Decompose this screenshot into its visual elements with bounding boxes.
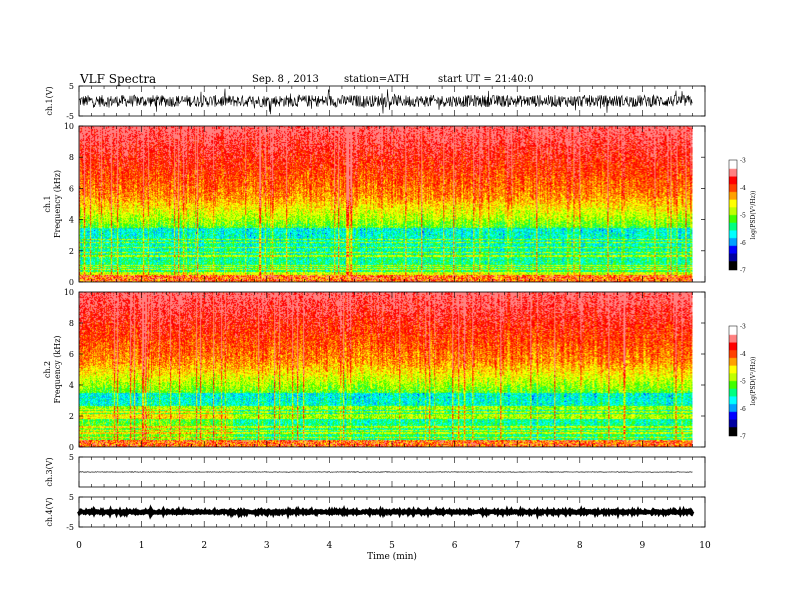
start-time-label: start UT = 21:40:0	[438, 74, 534, 85]
colorbar-label: log(PSD(V²/Hz))	[750, 191, 757, 240]
colorbar-tick-label: -7	[740, 434, 746, 441]
y-tick-label: 10	[64, 122, 74, 131]
x-tick-label: 9	[640, 541, 646, 551]
colorbar-tick-label: -5	[740, 213, 746, 220]
x-tick-label: 7	[514, 541, 520, 551]
colorbar-frame	[728, 159, 738, 271]
x-tick-label: 4	[327, 541, 333, 551]
waveform-line-ch3-waveform	[78, 471, 693, 473]
y-tick-label: -5	[66, 523, 74, 532]
y-tick-label: 5	[69, 453, 74, 462]
y-axis-label: ch.1(V)	[45, 86, 54, 115]
y-tick-label: 8	[69, 319, 74, 328]
x-tick-label: 10	[699, 541, 711, 551]
y-tick-label: 5	[69, 82, 74, 91]
colorbar-tick-label: -6	[740, 240, 746, 247]
y-tick-label: 4	[69, 381, 74, 390]
y-tick-label: 2	[69, 412, 74, 421]
colorbar-tick-label: -3	[740, 324, 746, 331]
y-tick-label: 10	[64, 288, 74, 297]
y-axis-label: Frequency (kHz)	[53, 170, 62, 238]
colorbar	[729, 160, 737, 270]
y-tick-label: 6	[69, 350, 74, 359]
x-axis-label: Time (min)	[367, 551, 417, 562]
colorbar-frame	[728, 325, 738, 437]
colorbar-tick-label: -6	[740, 406, 746, 413]
figure-title: VLF Spectra	[80, 72, 157, 86]
y-tick-label: 4	[69, 216, 74, 225]
spectrogram-ch1	[79, 126, 693, 282]
x-tick-label: 6	[452, 541, 458, 551]
colorbar-tick-label: -3	[740, 158, 746, 165]
waveform-line-ch4-waveform	[77, 504, 695, 520]
x-tick-label: 2	[201, 541, 207, 551]
y-axis-label: Frequency (kHz)	[53, 335, 62, 403]
colorbar-tick-label: -7	[740, 268, 746, 275]
x-tick-label: 0	[76, 541, 82, 551]
colorbar	[729, 326, 737, 436]
station-label: station=ATH	[344, 74, 410, 85]
colorbar-tick-label: -5	[740, 379, 746, 386]
y-axis-label: ch.3(V)	[45, 457, 54, 486]
x-tick-label: 1	[139, 541, 145, 551]
y-tick-label: 0	[69, 443, 74, 452]
y-tick-label: 0	[69, 278, 74, 287]
y-axis-label: ch.4(V)	[45, 497, 54, 526]
y-axis-label: ch.1	[43, 195, 52, 212]
date-label: Sep. 8 , 2013	[252, 74, 319, 85]
spectrogram-ch2	[79, 292, 693, 447]
x-tick-label: 8	[577, 541, 583, 551]
y-tick-label: 6	[69, 184, 74, 193]
y-tick-label: 8	[69, 153, 74, 162]
y-tick-label: 5	[69, 493, 74, 502]
y-tick-label: -5	[66, 112, 74, 121]
x-tick-label: 3	[264, 541, 270, 551]
x-tick-label: 5	[389, 541, 395, 551]
waveform-line-ch1-waveform	[78, 88, 693, 115]
y-axis-label: ch.2	[43, 361, 52, 378]
y-tick-label: 2	[69, 247, 74, 256]
colorbar-tick-label: -4	[740, 185, 746, 192]
colorbar-tick-label: -4	[740, 351, 746, 358]
colorbar-label: log(PSD(V²/Hz))	[750, 357, 757, 406]
